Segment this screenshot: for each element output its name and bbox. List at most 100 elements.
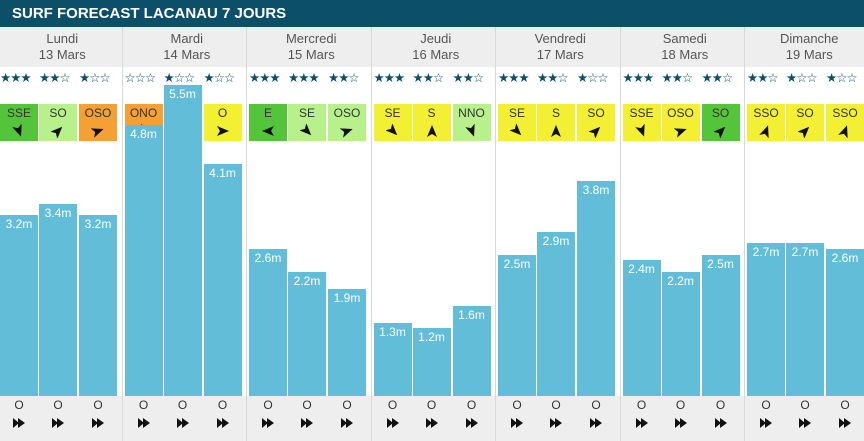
wind-arrow-icon xyxy=(759,125,769,138)
tide-marker: O xyxy=(715,398,726,412)
day-name: Dimanche xyxy=(779,31,839,46)
wind-direction-label: O xyxy=(217,106,228,120)
wave-height-label: 2.7m xyxy=(752,245,780,259)
rating-stars: ★☆☆ xyxy=(79,70,111,85)
fast-forward-icon xyxy=(288,417,326,431)
tide-marker: O xyxy=(342,398,352,412)
page-title: SURF FORECAST LACANAU 7 JOURS xyxy=(0,0,864,27)
fast-forward-icon xyxy=(164,417,202,431)
wave-height-bar: 5.5m xyxy=(163,85,202,396)
wind-direction-label: SO xyxy=(711,106,730,120)
rating-stars: ★★☆ xyxy=(328,70,360,85)
tide-marker: O xyxy=(14,398,24,412)
tide-marker: O xyxy=(591,398,601,412)
tide-marker: O xyxy=(636,398,647,412)
wave-height-bar: 1.6m xyxy=(452,306,491,396)
wind-box: SSO xyxy=(826,104,864,141)
fast-forward-icon xyxy=(662,417,700,431)
wave-height-label: 5.5m xyxy=(169,87,196,101)
fast-forward-icon xyxy=(328,417,366,431)
wind-box: SE xyxy=(498,104,536,141)
rating-stars: ★★☆ xyxy=(39,70,71,85)
rating-stars: ★★☆ xyxy=(452,70,485,85)
day-name: Mercredi xyxy=(285,31,337,46)
wind-arrow-icon xyxy=(634,124,645,137)
fast-forward-icon xyxy=(374,417,412,431)
rating-stars: ★★☆ xyxy=(701,70,734,85)
wind-box: SSE xyxy=(0,104,38,141)
tide-marker: O xyxy=(263,398,273,412)
wind-arrow-icon xyxy=(51,126,63,138)
wave-height-bar: 2.7m xyxy=(747,243,785,396)
rating-stars: ★★★ xyxy=(0,70,32,85)
wind-box: OSO xyxy=(661,104,700,141)
rating-stars: ★★☆ xyxy=(412,70,445,85)
day-header: Vendredi 17 Mars xyxy=(498,27,623,67)
wind-direction-label: E xyxy=(263,106,272,120)
wind-direction-label: OSO xyxy=(84,106,112,120)
day-column: Vendredi 17 Mars ★★★ ★★☆ ★☆☆ O O O SE 2.5m S 2.9m SO… xyxy=(495,27,623,441)
day-header: Dimanche 19 Mars xyxy=(747,27,864,67)
tide-marker: O xyxy=(302,398,312,412)
wind-arrow-icon xyxy=(12,124,22,137)
wind-arrow-icon xyxy=(589,126,601,138)
day-name: Lundi xyxy=(46,31,79,46)
wind-direction-label: NNO xyxy=(458,106,485,120)
wave-height-bar: 2.6m xyxy=(826,249,864,396)
fast-forward-icon xyxy=(79,417,117,431)
day-separator xyxy=(370,27,372,441)
wind-direction-label: SO xyxy=(796,106,814,120)
fast-forward-icon xyxy=(826,417,864,431)
fast-forward-icon xyxy=(747,417,785,431)
wind-direction-label: OSO xyxy=(667,106,694,120)
wind-box: OSO xyxy=(328,104,366,141)
tide-marker: O xyxy=(800,398,810,412)
rating-stars: ★★☆ xyxy=(747,70,779,85)
wind-box: S xyxy=(412,104,451,141)
day-separator xyxy=(619,27,621,441)
wave-height-label: 1.2m xyxy=(418,330,445,344)
stars-row: ★★★ ★★☆ ★☆☆ xyxy=(0,67,125,93)
wind-arrow-icon xyxy=(838,125,848,138)
fast-forward-icon xyxy=(204,417,242,431)
rating-stars: ★★★ xyxy=(373,70,406,85)
wave-height-label: 2.9m xyxy=(542,234,570,248)
day-date: 19 Mars xyxy=(785,47,833,62)
day-column: Samedi 18 Mars ★★★ ★★☆ ★★☆ O O O SSE 2.4m OSO 2.2m S… xyxy=(619,27,747,441)
wave-height-label: 4.8m xyxy=(130,127,157,141)
day-date: 13 Mars xyxy=(38,47,86,62)
wave-height-bar: 2.7m xyxy=(786,243,824,396)
day-column: Jeudi 16 Mars ★★★ ★★☆ ★★☆ O O O SE 1.3m S 1.2m NNO 1.… xyxy=(370,27,498,441)
wind-box: SO xyxy=(701,104,740,141)
tide-marker: O xyxy=(138,398,149,412)
tide-marker: O xyxy=(840,398,850,412)
rating-stars: ★☆☆ xyxy=(577,70,609,85)
wave-height-bar: 2.9m xyxy=(537,232,575,396)
wind-direction-label: SSO xyxy=(753,106,779,120)
day-header: Mardi 14 Mars xyxy=(124,27,249,67)
fast-forward-icon xyxy=(39,417,77,431)
tide-marker: O xyxy=(93,398,103,412)
wave-height-label: 4.1m xyxy=(209,166,236,180)
wave-height-label: 3.4m xyxy=(44,206,72,220)
wave-height-label: 3.8m xyxy=(582,183,610,197)
wave-height-label: 1.3m xyxy=(379,325,406,339)
day-name: Jeudi xyxy=(420,31,452,46)
rating-stars: ★★★ xyxy=(498,70,530,85)
tide-marker: O xyxy=(387,398,398,412)
wind-direction-label: SE xyxy=(384,106,401,120)
stars-row: ★★★ ★★☆ ★★☆ xyxy=(622,67,747,93)
wind-arrow-icon xyxy=(91,128,104,138)
tide-marker: O xyxy=(675,398,686,412)
tide-marker: O xyxy=(217,398,228,412)
wind-box: SSE xyxy=(622,104,661,141)
wind-box: OSO xyxy=(79,104,117,141)
stars-row: ★★★ ★★☆ ★☆☆ xyxy=(498,67,623,93)
wind-direction-label: SE xyxy=(508,106,525,120)
wave-height-bar: 3.2m xyxy=(0,215,38,396)
wind-direction-label: SSE xyxy=(629,106,654,120)
